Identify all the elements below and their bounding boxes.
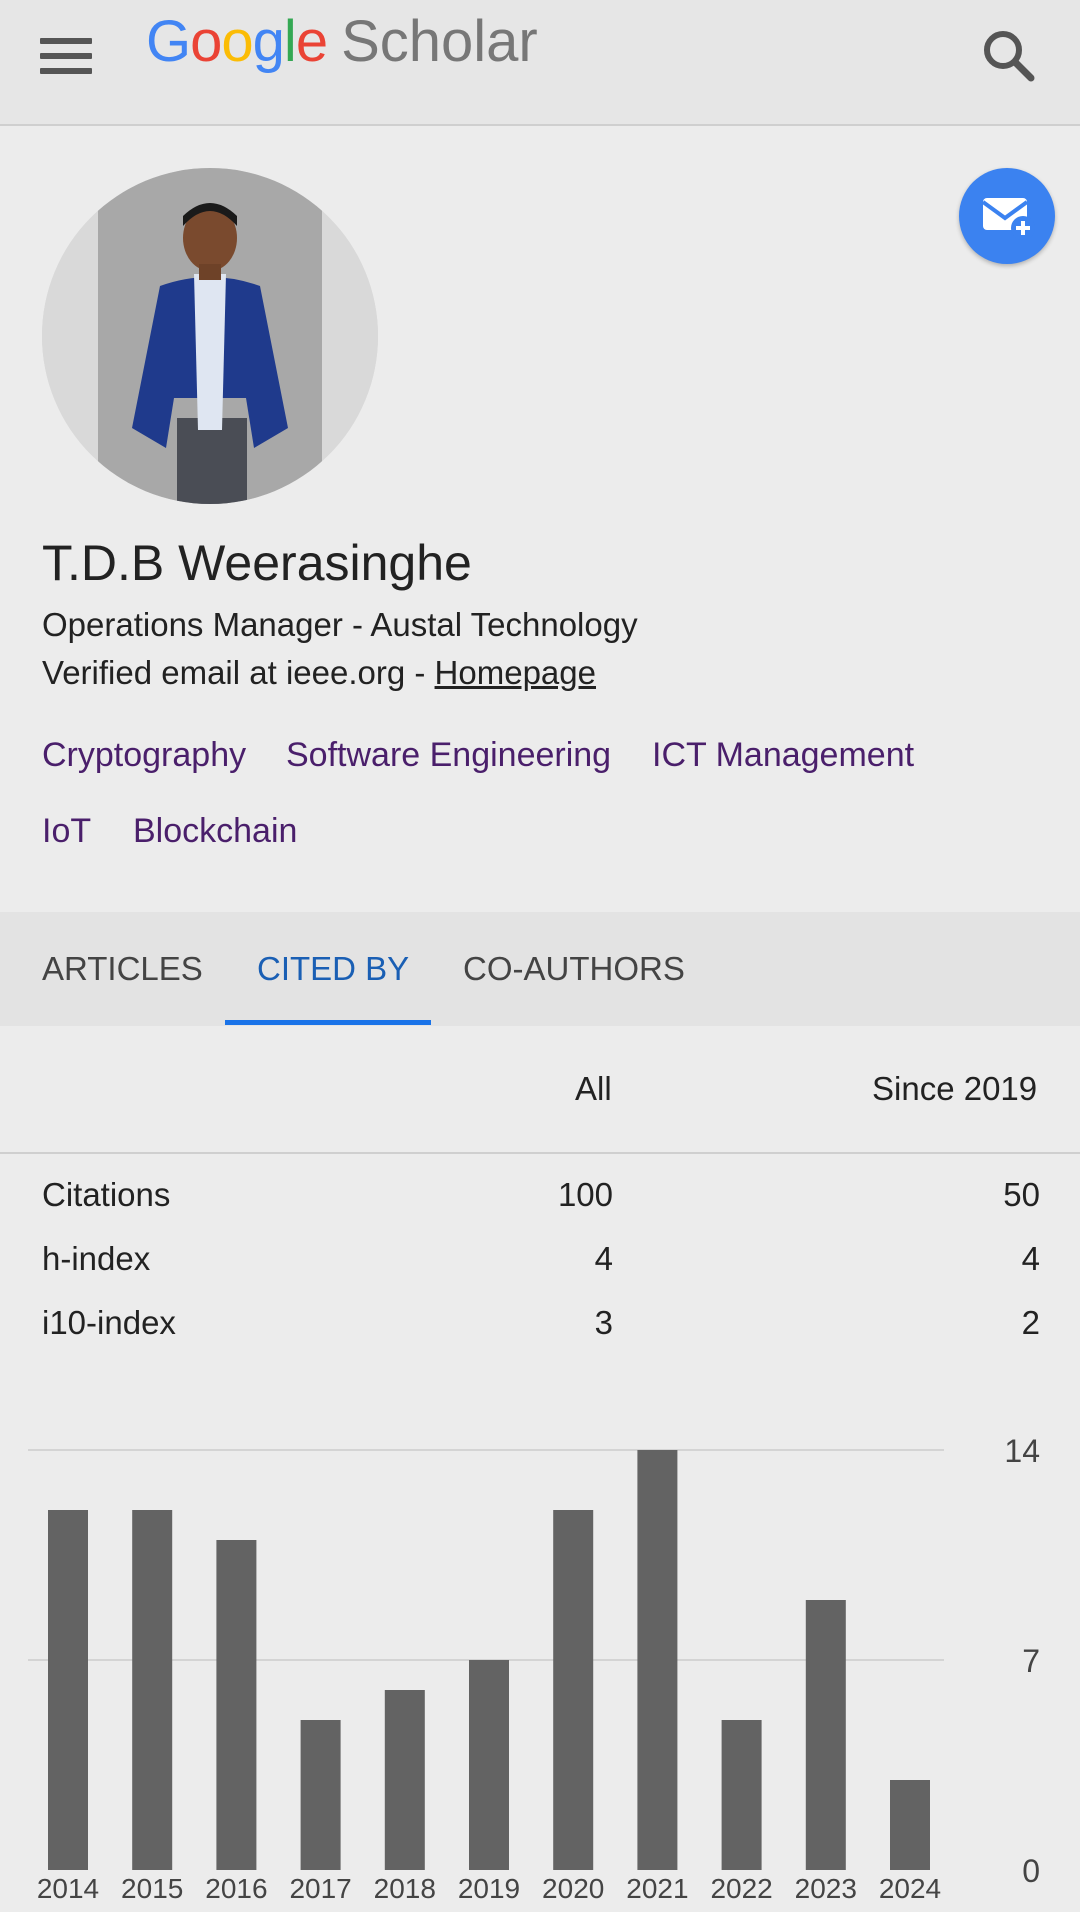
interest-link[interactable]: ICT Management (652, 736, 915, 774)
chart-bar-2022[interactable] (721, 1720, 762, 1870)
tab-cited-by[interactable]: CITED BY (257, 950, 410, 987)
chart-bar-2020[interactable] (553, 1510, 594, 1870)
x-tick-label: 2016 (205, 1873, 267, 1904)
logo-letter: G (146, 9, 191, 74)
column-header-since: Since 2019 (872, 1070, 1038, 1107)
menu-line (40, 68, 92, 74)
x-tick-label: 2017 (289, 1873, 351, 1904)
x-tick-label: 2024 (879, 1873, 941, 1904)
stat-label-i10-index: i10-index (42, 1304, 176, 1341)
chart-bar-2014[interactable] (48, 1510, 88, 1870)
stat-h-index-since: 4 (1021, 1240, 1040, 1277)
logo-letter: o (221, 9, 253, 74)
stat-i10-index-since: 2 (1021, 1304, 1040, 1341)
interest-link[interactable]: IoT (42, 812, 92, 850)
x-tick-label: 2018 (374, 1873, 436, 1904)
chart-bar-2024[interactable] (890, 1780, 930, 1870)
chart-bar-2019[interactable] (469, 1660, 509, 1870)
chart-bar-2017[interactable] (300, 1720, 341, 1870)
logo-letter: o (190, 9, 222, 74)
chart-bar-2018[interactable] (384, 1690, 425, 1870)
tab-articles[interactable]: ARTICLES (42, 950, 203, 987)
verified-email-line: Verified email at ieee.org - Homepage (42, 654, 596, 692)
x-tick-label: 2014 (37, 1873, 99, 1904)
x-tick-label: 2015 (121, 1873, 183, 1904)
x-tick-label: 2019 (458, 1873, 520, 1904)
search-icon[interactable] (975, 22, 1045, 92)
profile-name: T.D.B Weerasinghe (42, 535, 472, 591)
chart-bar-2016[interactable] (216, 1540, 257, 1870)
stat-h-index-all: 4 (594, 1240, 613, 1277)
citations-per-year-chart: 0 7 14 2014 2015 2016 2017 2018 2019 2020 2021 2022… (0, 1400, 1080, 1912)
y-tick-label: 0 (1022, 1853, 1040, 1889)
logo-letter: g (252, 9, 285, 74)
interest-link[interactable]: Blockchain (133, 812, 298, 850)
stat-label-h-index: h-index (42, 1240, 151, 1277)
tab-co-authors[interactable]: CO-AUTHORS (463, 950, 685, 987)
stat-citations-since: 50 (1003, 1176, 1040, 1213)
chart-bar-2015[interactable] (132, 1510, 173, 1870)
x-tick-label: 2022 (710, 1873, 772, 1904)
logo-letter: l (283, 9, 297, 74)
follow-email-alert-button[interactable] (959, 168, 1055, 264)
profile-affiliation: Operations Manager - Austal Technology (42, 606, 638, 643)
x-tick-label: 2023 (795, 1873, 857, 1904)
menu-line (40, 38, 92, 44)
y-tick-label: 7 (1022, 1643, 1040, 1679)
interest-link[interactable]: Cryptography (42, 736, 247, 774)
profile-photo (42, 168, 378, 504)
stat-i10-index-all: 3 (594, 1304, 613, 1341)
chart-bar-2023[interactable] (805, 1600, 846, 1870)
profile-tabs: ARTICLES CITED BY CO-AUTHORS (0, 912, 1080, 1026)
interest-link[interactable]: Software Engineering (286, 736, 612, 774)
hamburger-menu-icon[interactable] (40, 26, 104, 86)
column-header-all: All (575, 1070, 612, 1107)
y-tick-label: 14 (1004, 1433, 1040, 1469)
stat-label-citations: Citations (42, 1176, 171, 1213)
chart-svg: 0 7 14 2014 2015 2016 2017 2018 2019 2020 2021 2022… (28, 1433, 1040, 1904)
menu-line (40, 53, 92, 59)
x-tick-label: 2021 (626, 1873, 688, 1904)
active-tab-indicator (225, 1020, 431, 1025)
stat-citations-all: 100 (557, 1176, 613, 1213)
email-plus-icon (981, 198, 1035, 240)
verified-email-text: Verified email at ieee.org - (42, 654, 435, 691)
logo-product-name: Scholar (341, 9, 538, 74)
stats-table-header: All Since 2019 (0, 1030, 1080, 1154)
x-tick-label: 2020 (542, 1873, 604, 1904)
chart-bar-2021[interactable] (637, 1450, 678, 1870)
profile-avatar (42, 168, 378, 504)
logo-letter: e (295, 9, 328, 74)
homepage-link[interactable]: Homepage (434, 654, 596, 691)
